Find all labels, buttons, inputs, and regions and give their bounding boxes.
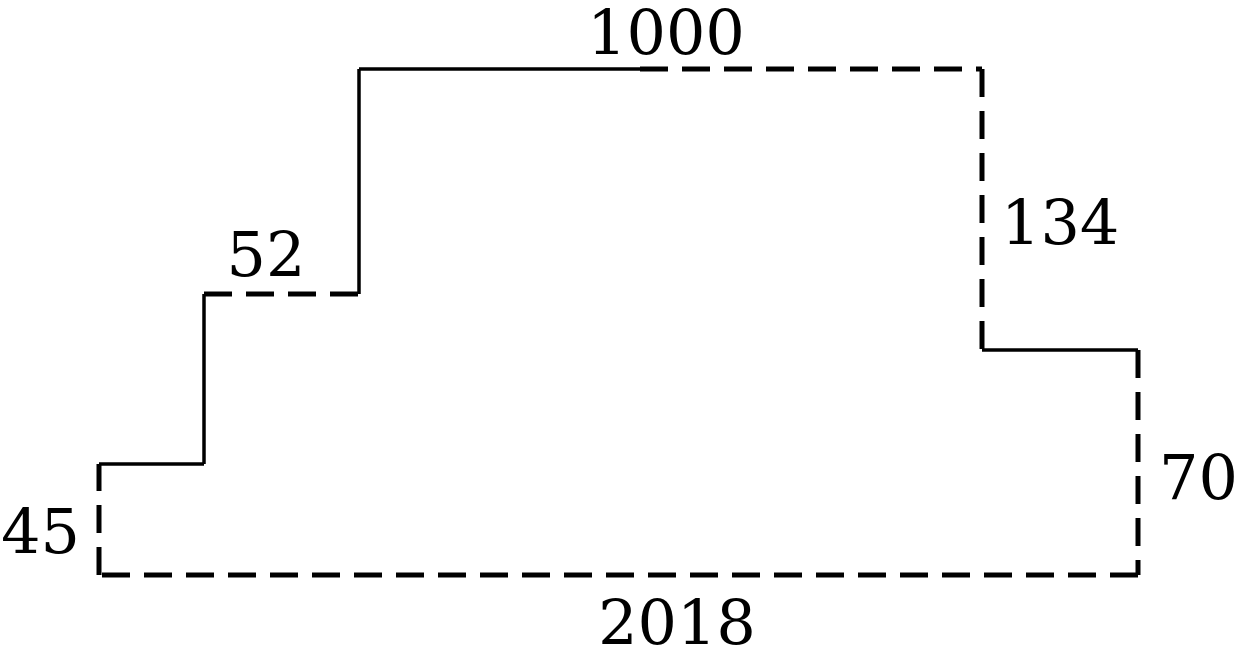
label-right-lower-side: 70 xyxy=(1159,441,1238,514)
label-left-side: 45 xyxy=(1,495,80,568)
label-bottom: 2018 xyxy=(598,586,756,649)
label-left-step-top: 52 xyxy=(227,218,306,291)
label-right-upper-side: 134 xyxy=(1001,186,1119,259)
label-top: 1000 xyxy=(587,0,745,69)
